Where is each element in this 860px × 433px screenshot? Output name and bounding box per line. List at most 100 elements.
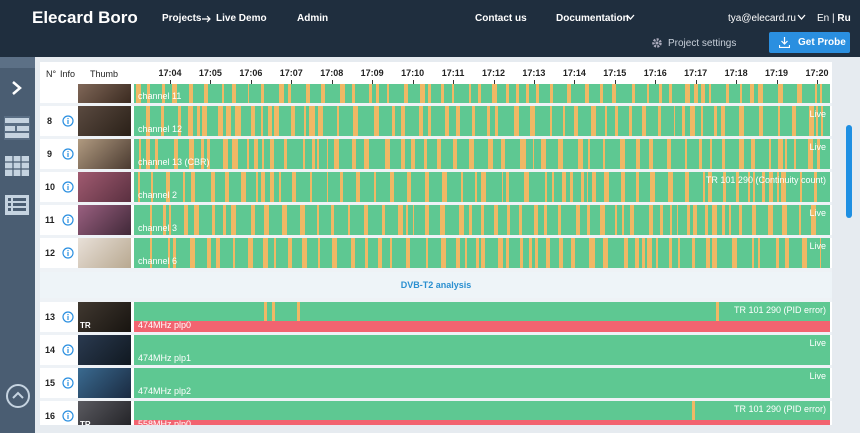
alert-stripe [621, 205, 624, 235]
alert-stripe [584, 84, 589, 103]
alert-stripe [452, 84, 455, 103]
alert-stripe [668, 172, 674, 202]
alert-stripe [739, 84, 742, 103]
thumbnail [78, 238, 131, 268]
alert-stripe [716, 302, 719, 321]
lang[interactable]: En | Ru [817, 13, 851, 24]
alert-stripe [587, 139, 591, 169]
row: 14 474MHz plp1 Live [40, 335, 832, 365]
nav-link[interactable]: Admin [297, 13, 329, 24]
alert-stripe [506, 172, 509, 202]
timeline-bar: 474MHz plp0 TR 101 290 (PID error) [134, 302, 830, 332]
scrollbar[interactable] [846, 125, 852, 218]
info-icon[interactable] [62, 214, 74, 226]
alert-stripe [390, 172, 394, 202]
info-icon[interactable] [62, 377, 74, 389]
alert-stripe [204, 84, 209, 103]
row-number: 11 [45, 215, 55, 225]
info-icon[interactable] [62, 344, 74, 356]
row: 15 474MHz plp2 Live [40, 368, 832, 398]
alert-stripe [692, 238, 695, 268]
info-icon[interactable] [62, 410, 74, 422]
sidebar-icons[interactable] [0, 71, 35, 361]
alert-stripe [778, 106, 780, 136]
alert-stripe [562, 172, 566, 202]
lang-en[interactable]: En [817, 13, 830, 24]
alert-stripe [630, 205, 635, 235]
nav-link[interactable]: Contact us [475, 13, 527, 24]
timeline-bar: 474MHz plp2 Live [134, 368, 830, 398]
info-icon[interactable] [62, 115, 74, 127]
time-label: 17:09 [360, 68, 384, 78]
alert-stripe [519, 205, 522, 235]
alert-stripe [290, 106, 296, 136]
timeline-bar: 558MHz plp0 TR 101 290 (PID error) [134, 401, 830, 425]
user[interactable]: tya@elecard.ru [728, 13, 796, 24]
alert-stripe [492, 84, 498, 103]
info-icon[interactable] [62, 148, 74, 160]
rows: channel 11 8 channel 12 Live 9 channel 13 (CB… [40, 84, 832, 425]
alert-stripe [700, 106, 704, 136]
alert-stripe [559, 238, 563, 268]
alert-stripe [720, 106, 726, 136]
alert-stripe [147, 84, 150, 103]
alert-stripe [676, 205, 679, 235]
alert-stripe [260, 172, 265, 202]
alert-stripe [817, 139, 820, 169]
alert-stripe [670, 205, 673, 235]
nav-link[interactable]: Projects [162, 13, 202, 24]
info-icon[interactable] [62, 181, 74, 193]
alert-stripe [440, 238, 447, 268]
alert-stripe [495, 106, 498, 136]
alert-stripe [520, 139, 526, 169]
status: Live [809, 241, 826, 251]
alert-stripe [302, 238, 307, 268]
alert-stripe [151, 172, 153, 202]
alert-stripe [628, 106, 633, 136]
alert-stripe [635, 139, 640, 169]
alert-stripe [807, 139, 813, 169]
time-tick [493, 80, 495, 84]
alert-stripe [356, 172, 361, 202]
get-probe-button[interactable]: Get Probe [769, 32, 850, 53]
alert-stripe [279, 172, 282, 202]
alert-stripe [777, 139, 783, 169]
info-icon[interactable] [62, 247, 74, 259]
alert-stripe [424, 172, 430, 202]
row-number: 13 [45, 312, 56, 322]
timeline-bar: 474MHz plp1 Live [134, 335, 830, 365]
logo[interactable]: Elecard Boro [32, 8, 138, 27]
alert-stripe [163, 205, 167, 235]
row: channel 11 [40, 84, 832, 103]
alert-stripe [784, 238, 789, 268]
alert-stripe [684, 139, 688, 169]
lang-ru[interactable]: Ru [837, 13, 851, 24]
alert-stripe [728, 205, 732, 235]
alert-stripe [819, 84, 823, 103]
alert-stripe [440, 84, 445, 103]
nav-link[interactable]: Live Demo [216, 13, 267, 24]
alert-stripe [501, 139, 505, 169]
alert-stripe [570, 238, 575, 268]
thumbnail [78, 139, 131, 169]
alert-stripe [187, 106, 193, 136]
alert-stripe [279, 84, 284, 103]
alert-stripe [459, 205, 464, 235]
status: Live [809, 142, 826, 152]
alert-stripe [723, 172, 727, 202]
alert-stripe [487, 106, 491, 136]
alert-stripe [235, 106, 241, 136]
alert-stripe [702, 172, 705, 202]
scroll-up-button[interactable] [5, 383, 31, 409]
alert-stripe [272, 302, 275, 321]
time-label: 17:04 [158, 68, 182, 78]
alert-stripe [223, 205, 226, 235]
project-settings[interactable]: Project settings [668, 38, 737, 49]
section-band [40, 272, 832, 298]
info-icon[interactable] [62, 311, 74, 323]
channel-name: channel 11 [138, 91, 182, 101]
alert-stripe [353, 106, 359, 136]
nav-link[interactable]: Documentation [556, 13, 629, 24]
alert-stripe [306, 84, 311, 103]
